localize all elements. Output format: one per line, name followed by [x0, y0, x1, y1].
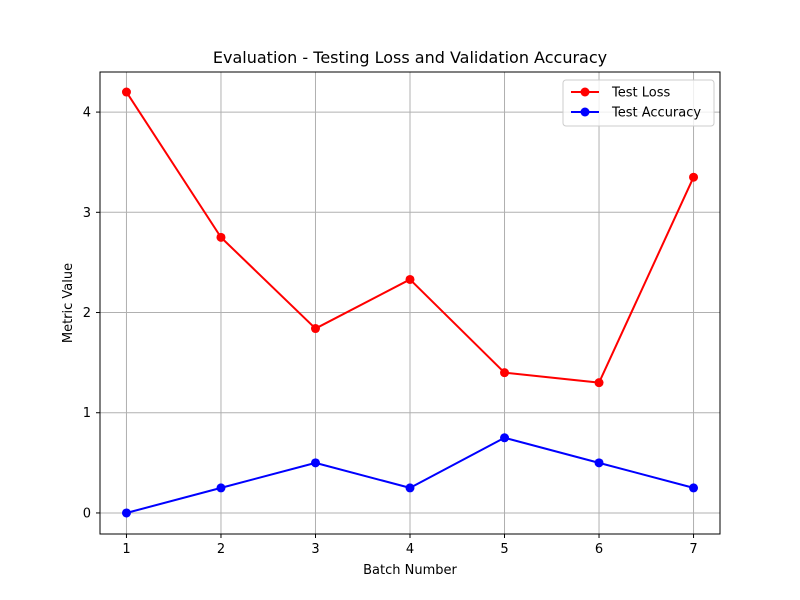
series-group [121, 87, 699, 518]
data-point [594, 458, 604, 468]
data-point [310, 458, 320, 468]
x-tick-label: 2 [217, 542, 225, 557]
series-test-accuracy [121, 433, 699, 518]
x-tick-label: 7 [689, 542, 697, 557]
legend: Test Loss Test Accuracy [562, 79, 715, 127]
data-point [121, 508, 131, 518]
legend-marker [580, 107, 590, 117]
data-point [594, 378, 604, 388]
y-tick-label: 0 [83, 506, 91, 521]
data-point [500, 368, 510, 378]
x-tick-label: 1 [122, 542, 130, 557]
legend-label: Test Accuracy [611, 106, 701, 121]
data-point [500, 433, 510, 443]
data-point [405, 274, 415, 284]
data-point [689, 172, 699, 182]
axis-ticks: 1 2 3 4 5 6 7 0 1 2 3 4 [83, 106, 698, 557]
chart-title: Evaluation - Testing Loss and Validation… [213, 48, 607, 67]
data-point [405, 483, 415, 493]
data-point [216, 232, 226, 242]
grid [100, 72, 720, 534]
series-test-loss [121, 87, 699, 388]
x-tick-label: 5 [500, 542, 508, 557]
legend-item: Test Accuracy [571, 106, 701, 121]
y-tick-label: 2 [83, 306, 91, 321]
legend-marker [580, 87, 590, 97]
legend-label: Test Loss [611, 86, 670, 101]
legend-box [562, 79, 715, 127]
data-point [310, 324, 320, 334]
x-tick-label: 3 [311, 542, 319, 557]
data-point [216, 483, 226, 493]
y-tick-label: 4 [83, 106, 91, 121]
data-point [689, 483, 699, 493]
x-tick-label: 4 [406, 542, 414, 557]
y-tick-label: 1 [83, 406, 91, 421]
x-axis-label: Batch Number [363, 563, 457, 578]
legend-item: Test Loss [571, 86, 670, 101]
x-tick-label: 6 [595, 542, 603, 557]
y-tick-label: 3 [83, 206, 91, 221]
data-point [121, 87, 131, 97]
y-axis-label: Metric Value [61, 263, 76, 343]
